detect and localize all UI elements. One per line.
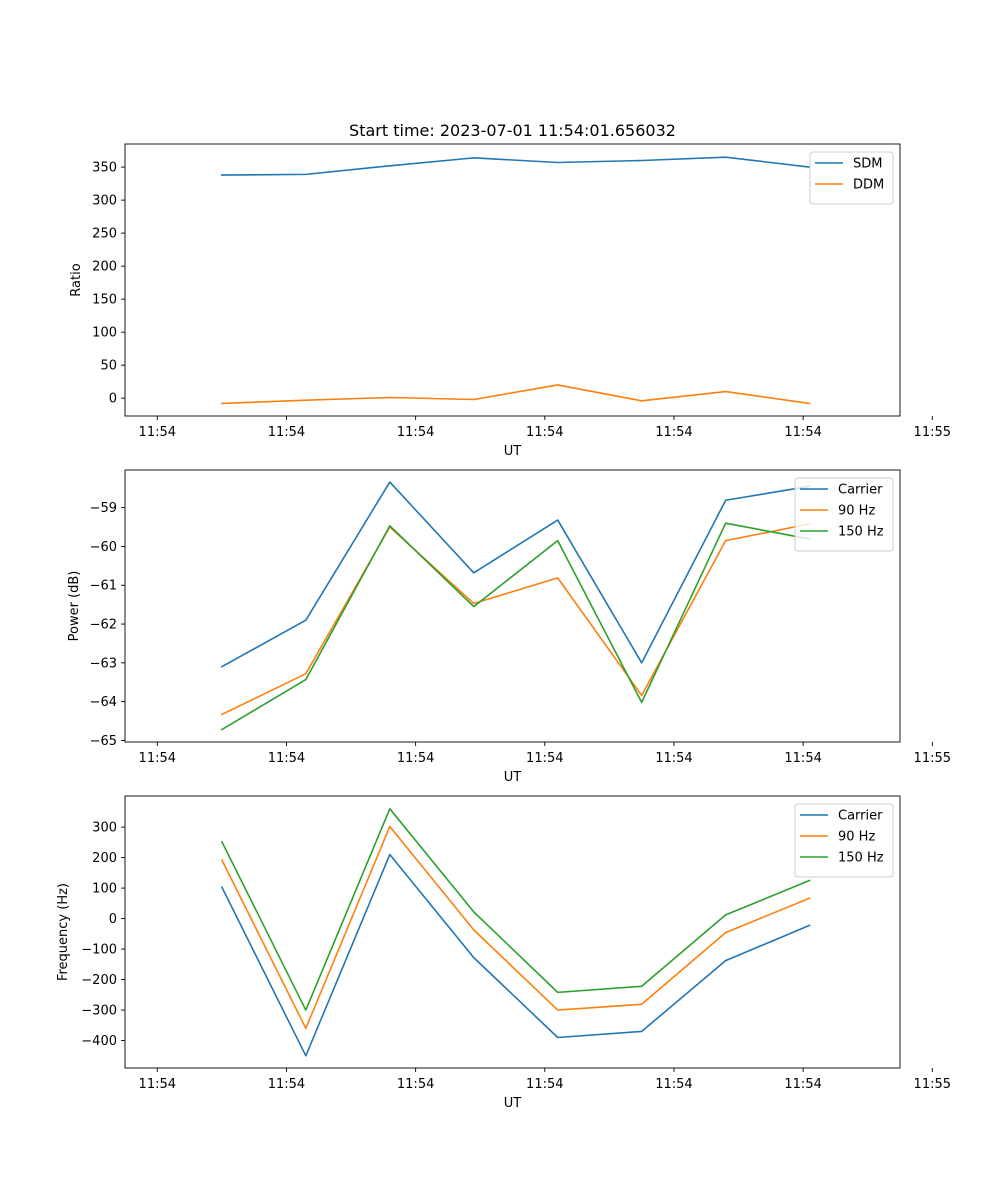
x-tick-label: 11:55	[914, 751, 951, 766]
series-line-carrier	[220, 853, 811, 1057]
y-tick-label: −59	[90, 501, 117, 516]
legend: SDM DDM	[809, 151, 894, 205]
legend-box	[794, 803, 894, 878]
y-tick-label: 150	[92, 293, 117, 308]
y-tick-label: −100	[81, 943, 117, 958]
y-tick-label: −60	[90, 540, 117, 555]
legend-label: 90 Hz	[838, 504, 875, 519]
y-tick-label: −64	[90, 695, 117, 710]
x-tick-label: 11:54	[526, 751, 563, 766]
legend-label: 150 Hz	[838, 851, 884, 866]
x-axis-label: UT	[504, 1096, 522, 1111]
legend-label: Carrier	[838, 809, 883, 824]
series-group	[220, 808, 811, 1057]
legend-label: 150 Hz	[838, 525, 884, 540]
chart-panel-3: 11:54 11:54 11:54 11:54 11:54 11:54 11:55 −400 −…	[56, 795, 951, 1111]
x-tick-label: 11:54	[655, 425, 692, 440]
series-line-150-hz	[220, 808, 811, 1011]
y-axis-label: Power (dB)	[67, 571, 82, 642]
series-line-90-hz	[220, 825, 811, 1030]
legend-label: 90 Hz	[838, 830, 875, 845]
series-line-150-hz	[220, 522, 811, 731]
x-tick-label: 11:54	[268, 425, 305, 440]
y-tick-label: 0	[109, 392, 117, 407]
legend-box	[794, 477, 894, 552]
chart-panel-2: 11:54 11:54 11:54 11:54 11:54 11:54 11:55 −65 −6…	[67, 469, 951, 785]
y-axis-label: Ratio	[69, 263, 84, 296]
y-tick-label: −200	[81, 973, 117, 988]
x-tick-label: 11:54	[784, 751, 821, 766]
series-group	[220, 481, 811, 731]
x-tick-label: 11:55	[914, 425, 951, 440]
y-tick-label: −63	[90, 656, 117, 671]
x-tick-label: 11:54	[268, 1077, 305, 1092]
legend-label: Carrier	[838, 483, 883, 498]
y-tick-label: −61	[90, 579, 117, 594]
plot-frame	[124, 143, 901, 417]
y-tick-label: 350	[92, 161, 117, 176]
legend: Carrier 90 Hz 150 Hz	[794, 477, 894, 552]
y-tick-label: 100	[92, 882, 117, 897]
legend-label: DDM	[853, 178, 884, 193]
x-tick-label: 11:54	[784, 425, 821, 440]
y-axis-label: Frequency (Hz)	[56, 883, 71, 981]
plot-frame	[124, 469, 901, 743]
x-tick-label: 11:54	[268, 751, 305, 766]
y-tick-label: −65	[90, 734, 117, 749]
x-tick-label: 11:54	[655, 1077, 692, 1092]
x-axis-label: UT	[504, 770, 522, 785]
y-tick-label: −300	[81, 1004, 117, 1019]
legend: Carrier 90 Hz 150 Hz	[794, 803, 894, 878]
x-tick-label: 11:54	[526, 1077, 563, 1092]
x-tick-label: 11:54	[139, 425, 176, 440]
plot-frame	[124, 795, 901, 1069]
series-group	[221, 156, 811, 405]
x-axis-label: UT	[504, 444, 522, 459]
chart-title: Start time: 2023-07-01 11:54:01.656032	[349, 121, 676, 140]
series-line-sdm	[221, 156, 811, 176]
y-tick-label: −62	[90, 618, 117, 633]
series-line-carrier	[220, 481, 811, 668]
legend-box	[809, 151, 894, 205]
y-tick-label: 300	[92, 821, 117, 836]
y-tick-label: 300	[92, 194, 117, 209]
x-tick-label: 11:55	[914, 1077, 951, 1092]
x-tick-label: 11:54	[139, 751, 176, 766]
series-line-90-hz	[220, 522, 811, 716]
x-tick-label: 11:54	[139, 1077, 176, 1092]
y-tick-label: 50	[100, 359, 117, 374]
y-tick-label: 250	[92, 227, 117, 242]
legend-label: SDM	[853, 157, 882, 172]
y-tick-label: 200	[92, 260, 117, 275]
x-tick-label: 11:54	[784, 1077, 821, 1092]
x-tick-label: 11:54	[397, 1077, 434, 1092]
series-line-ddm	[221, 384, 811, 405]
x-tick-label: 11:54	[655, 751, 692, 766]
x-tick-label: 11:54	[397, 425, 434, 440]
y-tick-label: −400	[81, 1034, 117, 1049]
chart-panel-1: 11:54 11:54 11:54 11:54 11:54 11:54 11:55 0 50 10…	[69, 143, 951, 459]
y-tick-label: 0	[109, 912, 117, 927]
x-tick-label: 11:54	[397, 751, 434, 766]
x-tick-label: 11:54	[526, 425, 563, 440]
y-tick-label: 200	[92, 851, 117, 866]
y-tick-label: 100	[92, 326, 117, 341]
